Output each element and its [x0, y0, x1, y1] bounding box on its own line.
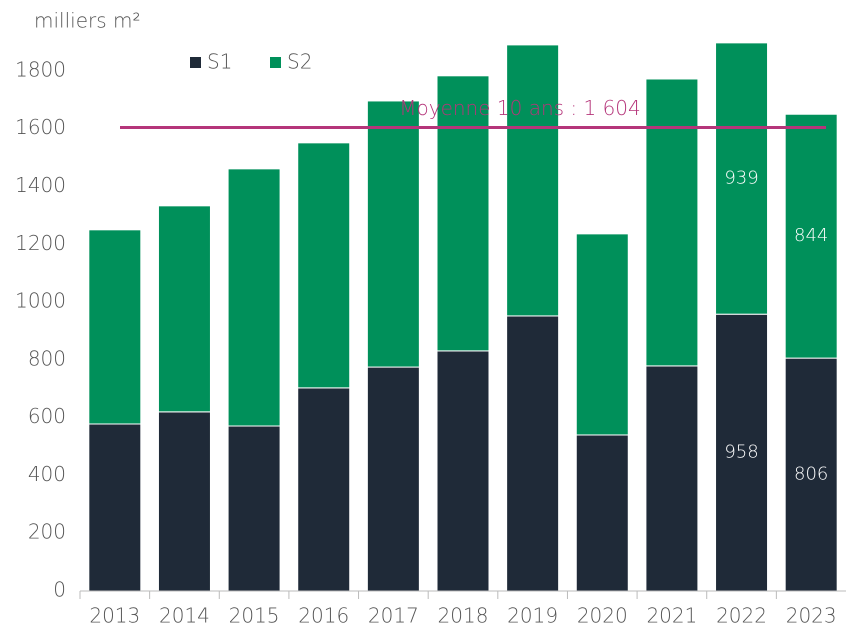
y-tick-label: 1000	[15, 289, 66, 313]
bar-segment	[436, 350, 490, 592]
x-tick-label: 2019	[507, 604, 558, 628]
bar-segment	[88, 423, 142, 592]
average-label: Moyenne 10 ans : 1 604	[399, 96, 641, 120]
bar-segment	[366, 366, 420, 592]
bar-segment	[297, 387, 351, 592]
x-tick-label: 2021	[646, 604, 697, 628]
bar-segment	[784, 113, 838, 359]
x-tick-label: 2017	[368, 604, 419, 628]
x-tick-label: 2018	[438, 604, 489, 628]
y-axis-label: milliers m²	[34, 9, 141, 33]
y-tick-label: 1800	[15, 57, 66, 81]
data-label: 806	[794, 464, 828, 485]
x-tick-label: 2013	[89, 604, 140, 628]
bar-segment	[506, 315, 560, 592]
bar-segment	[575, 434, 629, 592]
x-tick-label: 2022	[716, 604, 767, 628]
data-label: 958	[724, 442, 758, 463]
bar-segment	[157, 411, 211, 592]
bar-segment	[645, 78, 699, 367]
x-tick-label: 2020	[577, 604, 628, 628]
y-tick-label: 0	[53, 578, 66, 602]
x-tick-label: 2014	[159, 604, 210, 628]
x-tick-label: 2016	[298, 604, 349, 628]
x-tick-label: 2023	[786, 604, 837, 628]
legend-swatch	[190, 57, 201, 68]
bar-segment	[436, 75, 490, 352]
y-tick-label: 1400	[15, 173, 66, 197]
legend-label: S2	[287, 50, 312, 74]
bar-segment	[297, 142, 351, 389]
bar-segment	[506, 44, 560, 317]
bar-segment	[575, 233, 629, 436]
bar-segment	[645, 365, 699, 592]
bar-segment	[227, 425, 281, 592]
legend-label: S1	[207, 50, 232, 74]
data-label: 939	[724, 168, 758, 189]
bar-segment	[366, 100, 420, 368]
bar-segment	[784, 357, 838, 592]
bar-segment	[227, 168, 281, 427]
y-tick-label: 1600	[15, 115, 66, 139]
x-tick-label: 2015	[229, 604, 280, 628]
y-tick-label: 1200	[15, 231, 66, 255]
y-tick-label: 400	[28, 462, 66, 486]
legend-swatch	[270, 57, 281, 68]
bar-segment	[715, 42, 769, 315]
y-tick-label: 200	[28, 520, 66, 544]
y-tick-label: 600	[28, 404, 66, 428]
bar-segment	[88, 229, 142, 425]
data-label: 844	[794, 225, 828, 246]
bar-segment	[157, 205, 211, 413]
y-tick-label: 800	[28, 346, 66, 370]
